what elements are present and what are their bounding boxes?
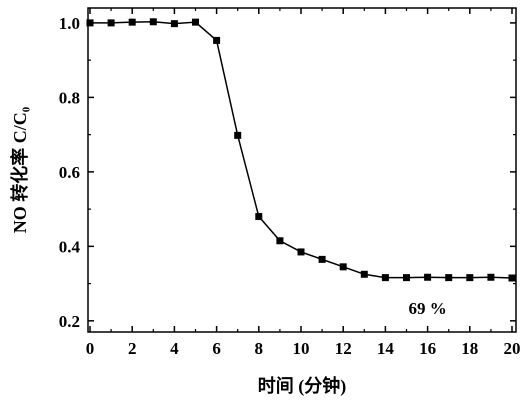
y-tick-label: 0.6	[59, 163, 80, 182]
data-point	[86, 19, 94, 27]
data-point	[381, 274, 389, 282]
x-axis-title: 时间 (分钟)	[258, 375, 347, 397]
data-point	[255, 213, 263, 221]
data-point	[297, 248, 305, 256]
y-tick-label: 0.2	[59, 312, 80, 331]
x-tick-label: 16	[419, 339, 436, 358]
annotation-label: 69 %	[408, 299, 446, 318]
data-point	[276, 237, 284, 245]
x-tick-label: 14	[377, 339, 395, 358]
data-point	[318, 255, 326, 263]
y-tick-label: 0.8	[59, 88, 80, 107]
data-point	[445, 274, 453, 282]
data-point	[213, 36, 221, 44]
y-tick-label: 0.4	[59, 237, 81, 256]
data-point	[149, 18, 157, 26]
plot-area	[86, 18, 516, 282]
data-point	[508, 274, 516, 282]
series-line	[90, 21, 513, 279]
data-point	[360, 270, 368, 278]
y-tick-label: 1.0	[59, 14, 80, 33]
x-tick-label: 20	[504, 339, 521, 358]
x-tick-label: 18	[461, 339, 478, 358]
data-point	[487, 273, 495, 281]
data-point	[466, 274, 474, 282]
x-tick-label: 10	[293, 339, 310, 358]
x-tick-label: 2	[128, 339, 137, 358]
axes: 0 2 4 6 8 10 12 14 16 18 20 0.2 0.4 0.6 0.8 1.0	[59, 7, 521, 358]
x-tick-label: 0	[86, 339, 95, 358]
data-point	[339, 263, 347, 271]
plot-frame	[87, 7, 517, 333]
data-point	[107, 19, 115, 27]
x-tick-label: 8	[255, 339, 264, 358]
data-point	[424, 273, 432, 281]
data-point	[234, 131, 242, 139]
x-tick-label: 4	[170, 339, 179, 358]
data-point	[192, 18, 199, 26]
y-axis-title: NO 转化率 C/C₀	[9, 107, 30, 233]
data-point	[403, 274, 410, 282]
data-point	[128, 18, 136, 26]
x-tick-label: 6	[212, 339, 221, 358]
data-point	[170, 20, 178, 28]
x-tick-label: 12	[335, 339, 352, 358]
